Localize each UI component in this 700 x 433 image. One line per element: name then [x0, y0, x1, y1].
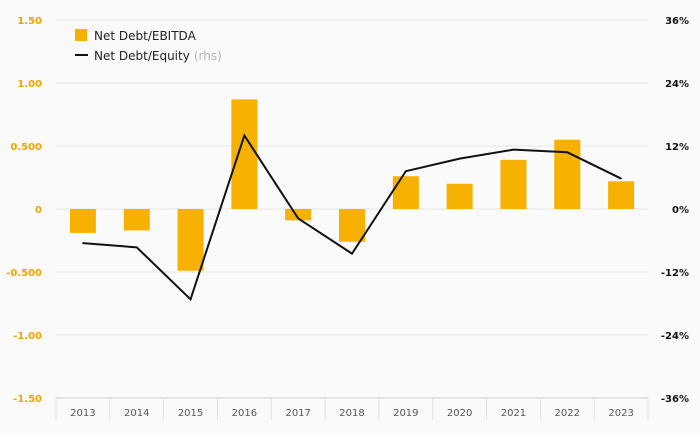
x-tick-label: 2023 — [608, 408, 633, 419]
right-tick-label: -24% — [661, 331, 689, 342]
legend: Net Debt/EBITDA Net Debt/Equity (rhs) — [75, 29, 222, 63]
bar-2022 — [554, 139, 581, 209]
x-tick-label: 2014 — [124, 408, 149, 419]
line-point-2013 — [82, 242, 84, 244]
left-tick-label: -0.500 — [6, 268, 42, 279]
bar-2014 — [123, 209, 150, 231]
bar-2021 — [500, 159, 527, 209]
bar-2017 — [285, 209, 312, 221]
x-axis: 2013 2014 2015 2016 2017 2018 2019 2020 2021 2022… — [55, 397, 649, 420]
left-tick-label: -1.00 — [13, 331, 42, 342]
right-tick-label: 24% — [665, 79, 689, 90]
right-tick-label: -36% — [661, 394, 689, 405]
bar-2023 — [608, 181, 635, 209]
gridlines — [56, 19, 648, 336]
line-point-2015 — [189, 298, 192, 301]
line-series — [82, 133, 622, 302]
left-tick-label: 0 — [35, 205, 42, 216]
legend-bar-swatch — [75, 29, 87, 41]
legend-line-text: Net Debt/Equity (rhs) — [94, 49, 222, 63]
legend-bar-label: Net Debt/EBITDA — [94, 29, 197, 43]
x-tick-label: 2022 — [555, 408, 580, 419]
right-tick-label: 36% — [665, 16, 689, 27]
line-point-2020 — [458, 157, 461, 160]
x-tick-label: 2013 — [70, 408, 95, 419]
left-tick-label: 1.00 — [17, 79, 42, 90]
x-tick-label: 2015 — [178, 408, 203, 419]
x-tick-label: 2020 — [447, 408, 472, 419]
line-point-2021 — [512, 148, 515, 151]
x-tick-label: 2019 — [393, 408, 418, 419]
bar-2016 — [231, 99, 258, 209]
bars — [69, 99, 635, 271]
left-tick-label: 1.50 — [17, 16, 42, 27]
right-axis-ticks: 36% 24% 12% 0% -12% -24% -36% — [661, 16, 689, 405]
bar-2019 — [392, 176, 419, 209]
left-axis-ticks: 1.50 1.00 0.500 0 -0.500 -1.00 -1.50 — [6, 16, 42, 405]
bar-2020 — [446, 183, 473, 209]
line-point-2023 — [620, 177, 622, 180]
line-point-2018 — [351, 252, 353, 255]
bar-2013 — [69, 209, 96, 233]
right-tick-label: 12% — [665, 142, 689, 153]
legend-line-label: Net Debt/Equity — [94, 49, 190, 63]
x-tick-label: 2021 — [501, 408, 526, 419]
line-point-2017 — [297, 217, 299, 220]
legend-line-suffix: (rhs) — [194, 49, 222, 63]
bar-2015 — [177, 209, 204, 271]
line-point-2016 — [243, 134, 246, 137]
x-tick-label: 2016 — [232, 408, 257, 419]
right-tick-label: 0% — [672, 205, 689, 216]
line-point-2019 — [405, 170, 407, 172]
left-tick-label: -1.50 — [13, 394, 42, 405]
left-tick-label: 0.500 — [10, 142, 42, 153]
x-tick-label: 2018 — [339, 408, 364, 419]
line-point-2022 — [566, 151, 569, 154]
x-tick-label: 2017 — [285, 408, 310, 419]
right-tick-label: -12% — [661, 268, 689, 279]
line-point-2014 — [135, 246, 138, 249]
bar-2018 — [339, 209, 365, 242]
